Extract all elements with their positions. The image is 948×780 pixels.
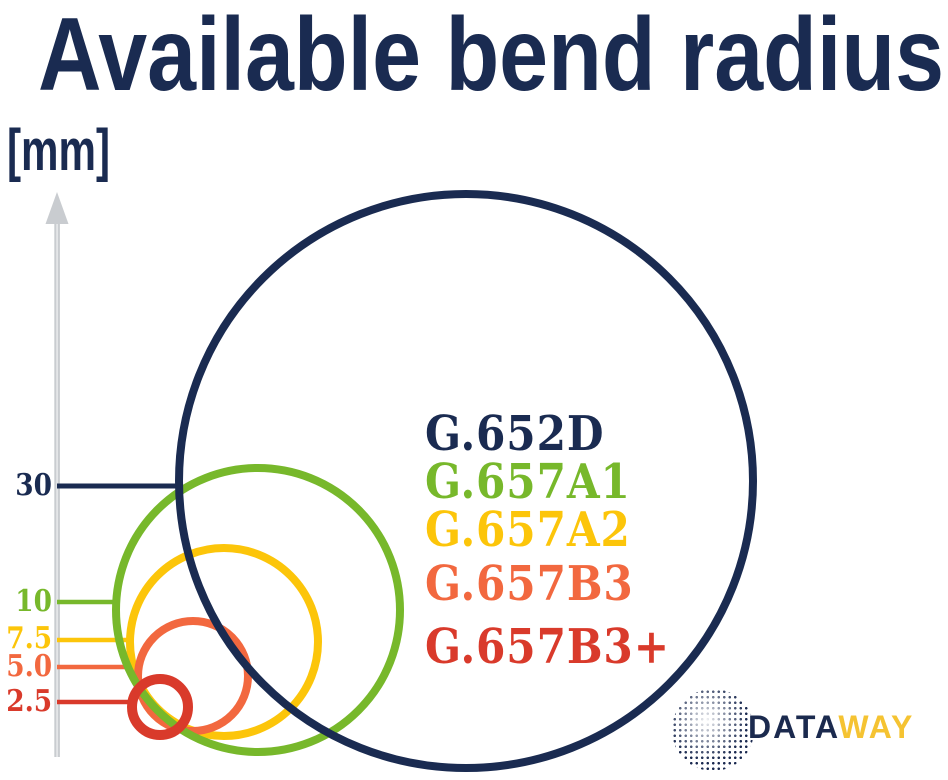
circle-g652d: [175, 190, 757, 772]
dataway-logo: DATAWAY: [672, 689, 932, 773]
tick-label-5-0: 5.0: [6, 649, 53, 684]
legend-label-g657b3plus: G.657B3+: [425, 619, 670, 675]
circle-g657b3plus: [127, 674, 193, 740]
circle-g657b3: [134, 617, 252, 735]
logo-wordmark: DATAWAY: [748, 709, 914, 746]
page-title: Available bend radius: [38, 0, 944, 113]
tick-label-2-5: 2.5: [6, 684, 53, 719]
legend-label-g652d: G.652D: [425, 406, 605, 462]
tick-label-10: 10: [15, 584, 52, 619]
tick-label-30: 30: [15, 468, 52, 503]
circle-g657a2: [126, 544, 322, 740]
tick-label-7-5: 7.5: [6, 621, 53, 656]
axis-arrowhead-icon: [45, 192, 69, 224]
logo-text-data: DATA: [748, 709, 839, 745]
globe-icon: [672, 689, 754, 771]
legend-label-g657a1: G.657A1: [425, 454, 631, 510]
logo-text-way: WAY: [838, 709, 915, 745]
circle-g657a1: [112, 464, 404, 756]
title-area: Available bend radius [mm]: [7, 0, 944, 183]
legend-label-g657b3: G.657B3: [425, 556, 634, 612]
axis-unit-label: [mm]: [7, 118, 110, 183]
legend-label-g657a2: G.657A2: [425, 502, 631, 558]
axis-line-highlight: [56, 208, 58, 757]
